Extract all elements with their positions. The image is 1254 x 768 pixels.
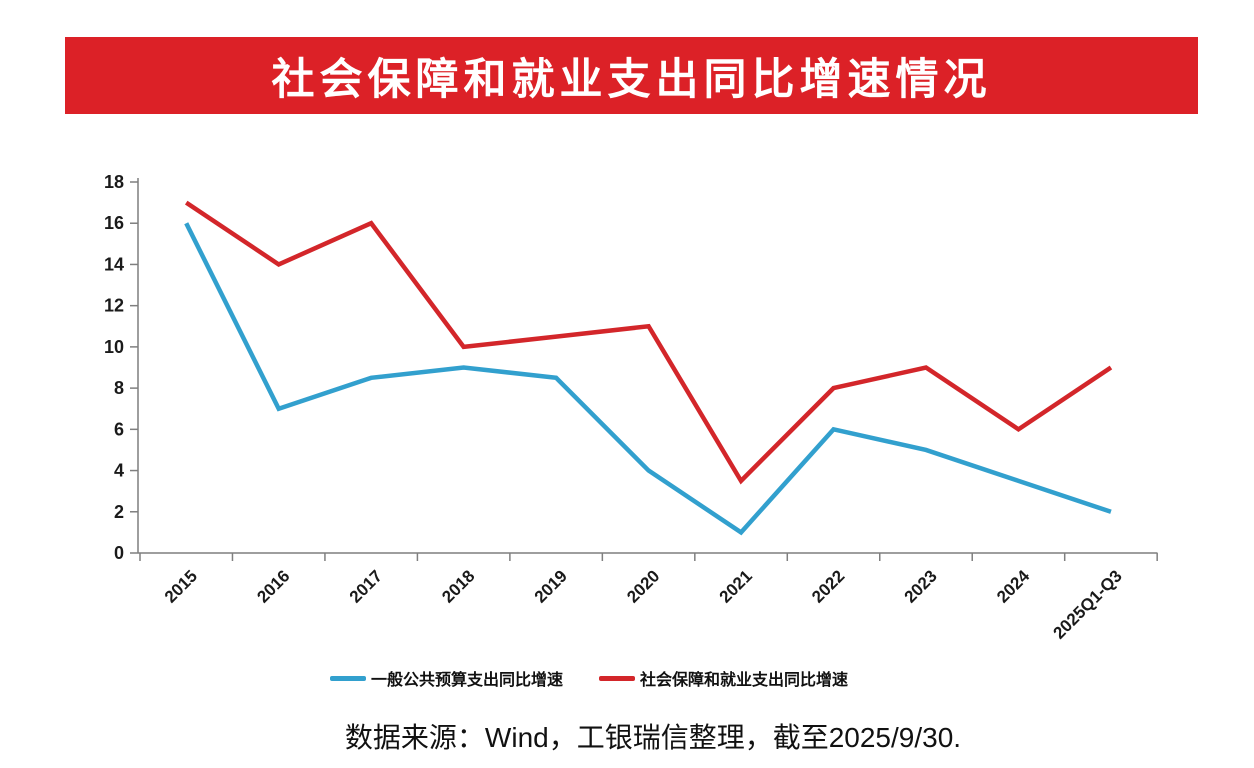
legend-item-red: 社会保障和就业支出同比增速 [599,666,848,690]
y-tick-label: 10 [104,337,124,357]
y-tick-label: 4 [114,461,124,481]
x-tick-label: 2024 [993,566,1034,607]
y-tick-label: 8 [114,378,124,398]
series-line-0 [184,222,1112,536]
y-tick-label: 12 [104,296,124,316]
x-tick-label: 2015 [161,566,201,606]
title-banner: 社会保障和就业支出同比增速情况 [65,37,1198,114]
x-tick-label: 2021 [716,566,756,606]
source-note: 数据来源：Wind，工银瑞信整理，截至2025/9/30. [344,722,962,753]
x-tick-label: 2016 [253,566,293,606]
legend-swatch-blue-line [330,675,366,681]
x-tick-label: 2025Q1-Q3 [1050,566,1126,642]
x-tick-label: 2019 [531,566,571,606]
legend-swatch-red-line [599,675,636,681]
y-tick-label: 16 [104,213,124,233]
y-tick-label: 14 [104,254,124,274]
y-tick-label: 0 [114,543,124,563]
x-tick-label: 2023 [901,566,941,606]
legend-item-blue: 一般公共预算支出同比增速 [330,666,563,690]
x-tick-label: 2020 [623,566,663,606]
legend: 一般公共预算支出同比增速 社会保障和就业支出同比增速 [330,663,848,693]
y-tick-label: 18 [104,172,124,192]
x-tick-label: 2017 [346,566,386,606]
chart-title: 社会保障和就业支出同比增速情况 [271,55,992,104]
y-tick-label: 2 [114,502,124,522]
y-tick-label: 6 [114,419,124,439]
x-tick-label: 2018 [438,566,478,606]
legend-label-red: 社会保障和就业支出同比增速 [640,672,849,689]
legend-label-blue: 一般公共预算支出同比增速 [371,672,564,689]
series-line-1 [184,200,1113,485]
x-tick-label: 2022 [808,566,848,606]
